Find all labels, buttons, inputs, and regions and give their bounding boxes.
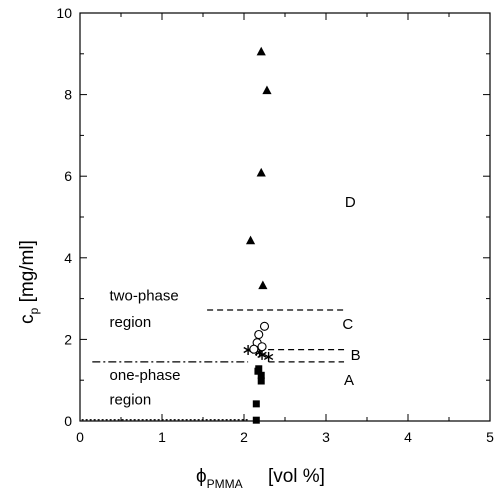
square-marker xyxy=(255,365,263,373)
triangle-marker xyxy=(245,235,256,245)
x-axis-symbol: ϕ xyxy=(196,466,207,487)
square-marker xyxy=(257,377,265,385)
x-tick-label: 1 xyxy=(158,429,166,445)
y-axis-label: cp [mg/ml] xyxy=(17,240,41,324)
x-tick-label: 2 xyxy=(240,429,248,445)
y-tick-label: 2 xyxy=(64,331,72,347)
annotation-text: two-phase xyxy=(110,288,179,305)
x-axis-unit: [vol %] xyxy=(268,466,325,487)
triangle-marker xyxy=(256,46,266,56)
circle-marker xyxy=(254,329,264,340)
star-marker xyxy=(257,349,267,360)
annotation-text: region xyxy=(110,392,152,409)
y-tick-label: 10 xyxy=(56,5,72,21)
axis-ticks: 0 1 2 3 4 5 0 2 4 6 8 10 xyxy=(56,5,494,445)
triangle-marker xyxy=(262,85,272,95)
circle-marker xyxy=(259,321,270,331)
annotation-text: one-phase xyxy=(110,367,181,384)
triangle-marker xyxy=(256,167,266,177)
square-marker xyxy=(252,400,260,408)
square-marker xyxy=(257,371,265,379)
x-tick-label: 4 xyxy=(404,429,412,445)
y-tick-label: 6 xyxy=(64,168,72,184)
y-axis-unit: [mg/ml] xyxy=(17,240,38,302)
circle-marker xyxy=(257,342,267,352)
x-tick-label: 3 xyxy=(322,429,330,445)
data-points xyxy=(243,46,274,424)
y-axis-symbol: c xyxy=(17,314,38,324)
x-axis-subscript: PMMA xyxy=(207,477,243,491)
circle-marker xyxy=(249,344,259,354)
x-tick-label: 5 xyxy=(486,429,494,445)
y-tick-label: 0 xyxy=(64,413,72,429)
annotation-text: region xyxy=(110,314,152,331)
square-marker xyxy=(252,416,260,424)
y-tick-label: 8 xyxy=(64,87,72,103)
annotation-text: A xyxy=(344,372,354,389)
x-tick-label: 0 xyxy=(76,429,84,445)
annotation-text: B xyxy=(351,347,361,364)
y-tick-label: 4 xyxy=(64,250,72,266)
plot-frame xyxy=(79,12,491,422)
star-marker xyxy=(263,351,274,362)
annotation-text: C xyxy=(342,316,353,333)
annotations: two-phase region one-phase region ABC D xyxy=(110,194,361,409)
annotation-text: D xyxy=(345,194,356,211)
x-axis-label: ϕPMMA [vol %] xyxy=(196,466,325,491)
triangle-marker xyxy=(258,280,268,290)
y-axis-subscript: p xyxy=(27,307,41,314)
